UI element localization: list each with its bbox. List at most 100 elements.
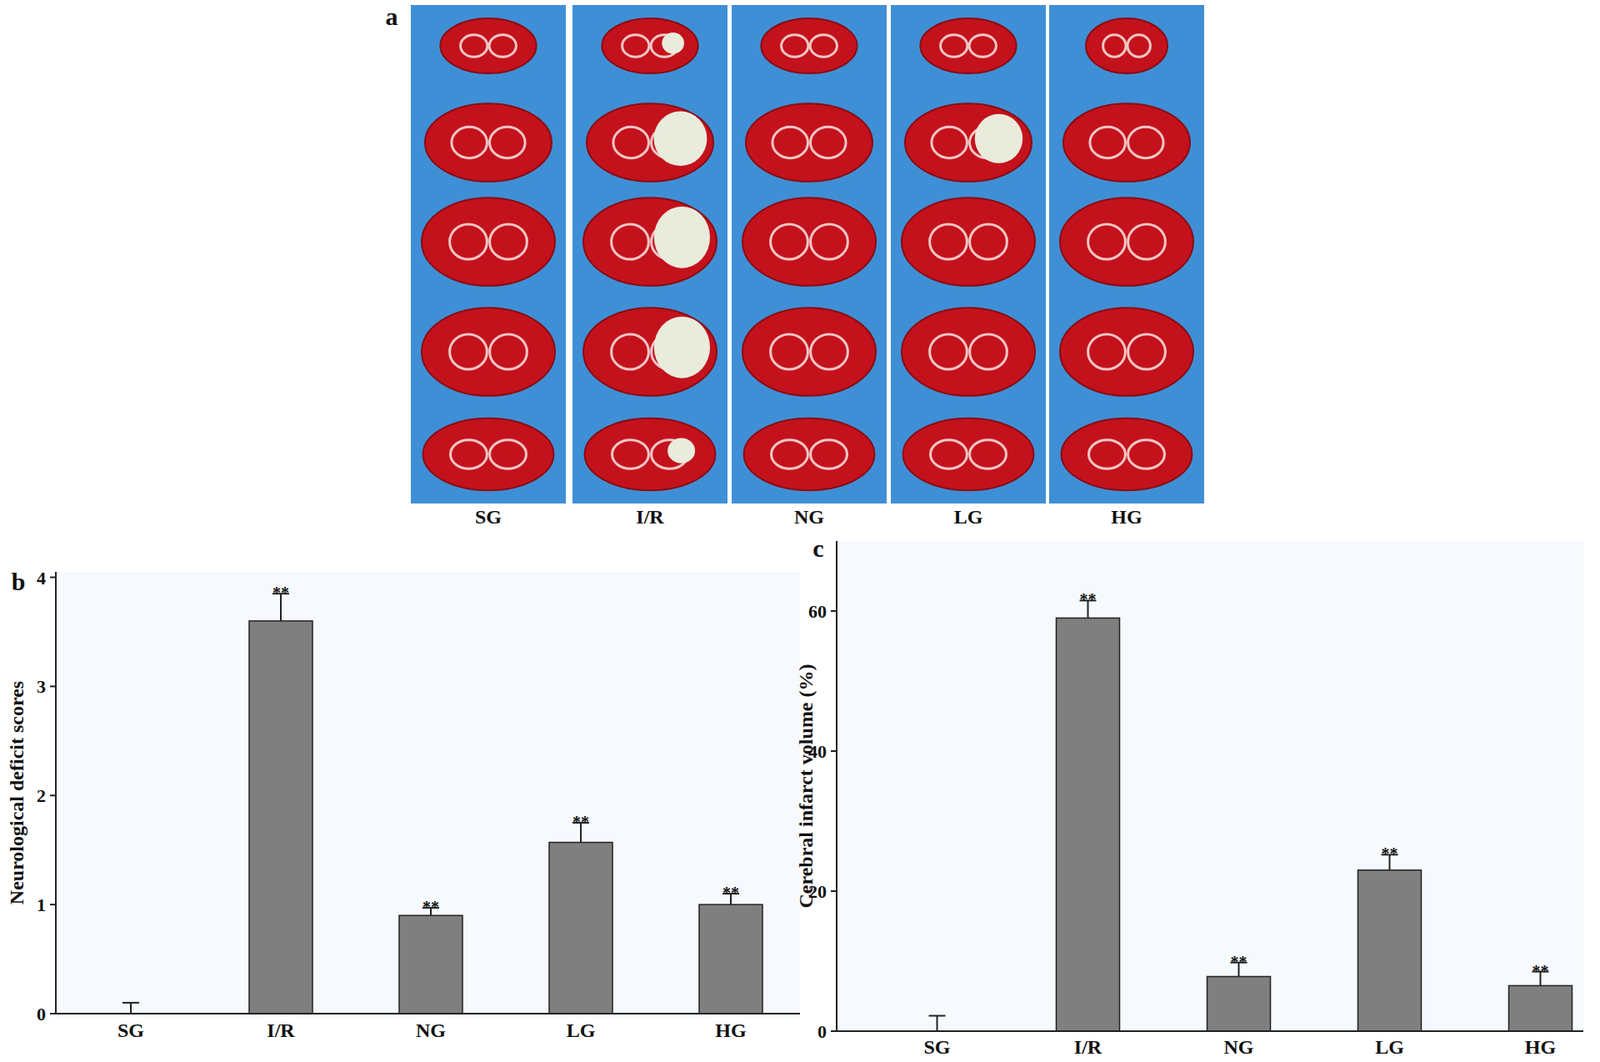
marks: [122, 593, 763, 1014]
x-tick-label: LG: [566, 1019, 596, 1041]
y-tick: [830, 750, 837, 752]
x-axis: [836, 1030, 1584, 1032]
x-tick-label: SG: [117, 1019, 145, 1041]
brain-slice: [440, 18, 536, 74]
x-tick-label: SG: [923, 1035, 950, 1058]
slice-detail: [810, 35, 837, 57]
x-tick-label: I/R: [1074, 1035, 1103, 1058]
significance: **: [722, 883, 740, 902]
panel-a: [410, 5, 1205, 504]
slice-detail: [810, 334, 849, 370]
significance: **: [1230, 952, 1248, 971]
slice-detail: [1103, 35, 1126, 57]
slice-detail: [450, 224, 488, 260]
x-tick-label: LG: [1375, 1035, 1405, 1058]
slice-detail: [490, 224, 528, 260]
slice-detail: [1128, 126, 1165, 158]
y-axis: [55, 571, 57, 1014]
slice-detail: [772, 126, 809, 158]
x-tick-label: NG: [415, 1019, 446, 1041]
brain-slice: [585, 418, 716, 490]
y-axis-label: Cerebral infarct volume (%): [795, 663, 817, 908]
slice-detail: [940, 35, 968, 57]
slice-detail: [930, 224, 968, 260]
slice-detail: [930, 334, 968, 370]
slice-detail: [490, 334, 528, 370]
brain-slice: [423, 418, 555, 490]
y-tick: [830, 1030, 837, 1032]
slice-detail: [613, 126, 650, 158]
x-tick-label: NG: [1224, 1035, 1255, 1058]
slice-detail: [771, 440, 809, 470]
slice-detail: [611, 334, 650, 370]
group-label: I/R: [635, 505, 665, 528]
plot-background: [836, 540, 1584, 1031]
x-tick-label: I/R: [266, 1019, 295, 1041]
brain-slice: [1060, 307, 1194, 396]
brain-slice: [601, 18, 698, 74]
slice-detail: [1127, 35, 1150, 57]
slice-detail: [1090, 126, 1126, 158]
error-bar: [929, 1015, 946, 1031]
slice-detail: [622, 35, 650, 57]
y-tick-label: 0: [817, 1020, 827, 1042]
significance: **: [572, 812, 590, 831]
brain-slice: [745, 103, 873, 182]
brain-slice: [1063, 103, 1190, 182]
photo-background: [410, 5, 566, 504]
brain-slice: [583, 307, 717, 396]
x-tick-label: HG: [715, 1019, 747, 1041]
bar: [399, 915, 463, 1014]
y-tick: [830, 610, 837, 612]
bar: [249, 620, 313, 1014]
photo-background: [731, 5, 887, 504]
brain-slice: [1085, 18, 1168, 74]
brain-slice: [903, 418, 1035, 490]
y-tick-label: 3: [36, 675, 46, 697]
infarct-region: [667, 438, 695, 464]
slice-detail: [450, 334, 488, 370]
y-axis-label: Neurological deficit scores: [5, 680, 28, 905]
bar: [1207, 975, 1271, 1031]
slice-detail: [781, 35, 809, 57]
slice-detail: [770, 224, 809, 260]
error-cap: [929, 1015, 946, 1017]
significance: **: [422, 897, 440, 916]
brain-slice: [583, 197, 717, 286]
slice-detail: [970, 224, 1008, 260]
slice-detail: [970, 334, 1008, 370]
slice-detail: [611, 224, 650, 260]
panel-letter: c: [812, 534, 824, 562]
y-tick: [830, 890, 837, 892]
group-label: HG: [1110, 505, 1143, 528]
slice-detail: [451, 126, 488, 158]
brain-slice: [1061, 418, 1193, 490]
figure: aSGI/RNGLGHG********01234SGI/RNGLGHGNeur…: [0, 0, 1600, 1062]
slice-detail: [1088, 334, 1126, 370]
y-tick-label: 1: [36, 894, 46, 915]
marks: [929, 600, 1573, 1031]
slice-detail: [931, 126, 968, 158]
bar: [699, 904, 763, 1014]
y-tick: [50, 685, 56, 687]
slice-detail: [930, 440, 968, 470]
infarct-region: [661, 32, 685, 54]
slice-detail: [489, 35, 516, 57]
slice-detail: [1128, 224, 1166, 260]
bar: [1358, 870, 1422, 1031]
slice-detail: [810, 440, 848, 470]
significance: **: [272, 583, 290, 602]
group-label: NG: [794, 505, 825, 528]
slice-detail: [810, 224, 849, 260]
slice-detail: [970, 440, 1007, 470]
error-line: [936, 1015, 939, 1031]
slice-detail: [969, 35, 996, 57]
chart-c: ********0204060SGI/RNGLGHGCerebral infar…: [795, 534, 1584, 1058]
y-tick-label: 0: [36, 1003, 46, 1025]
photo-background: [890, 5, 1046, 504]
slice-detail: [1088, 224, 1126, 260]
error-line: [130, 1002, 132, 1014]
significance: **: [1381, 844, 1399, 863]
brain-slice: [421, 197, 555, 286]
brain-slice: [421, 307, 555, 396]
